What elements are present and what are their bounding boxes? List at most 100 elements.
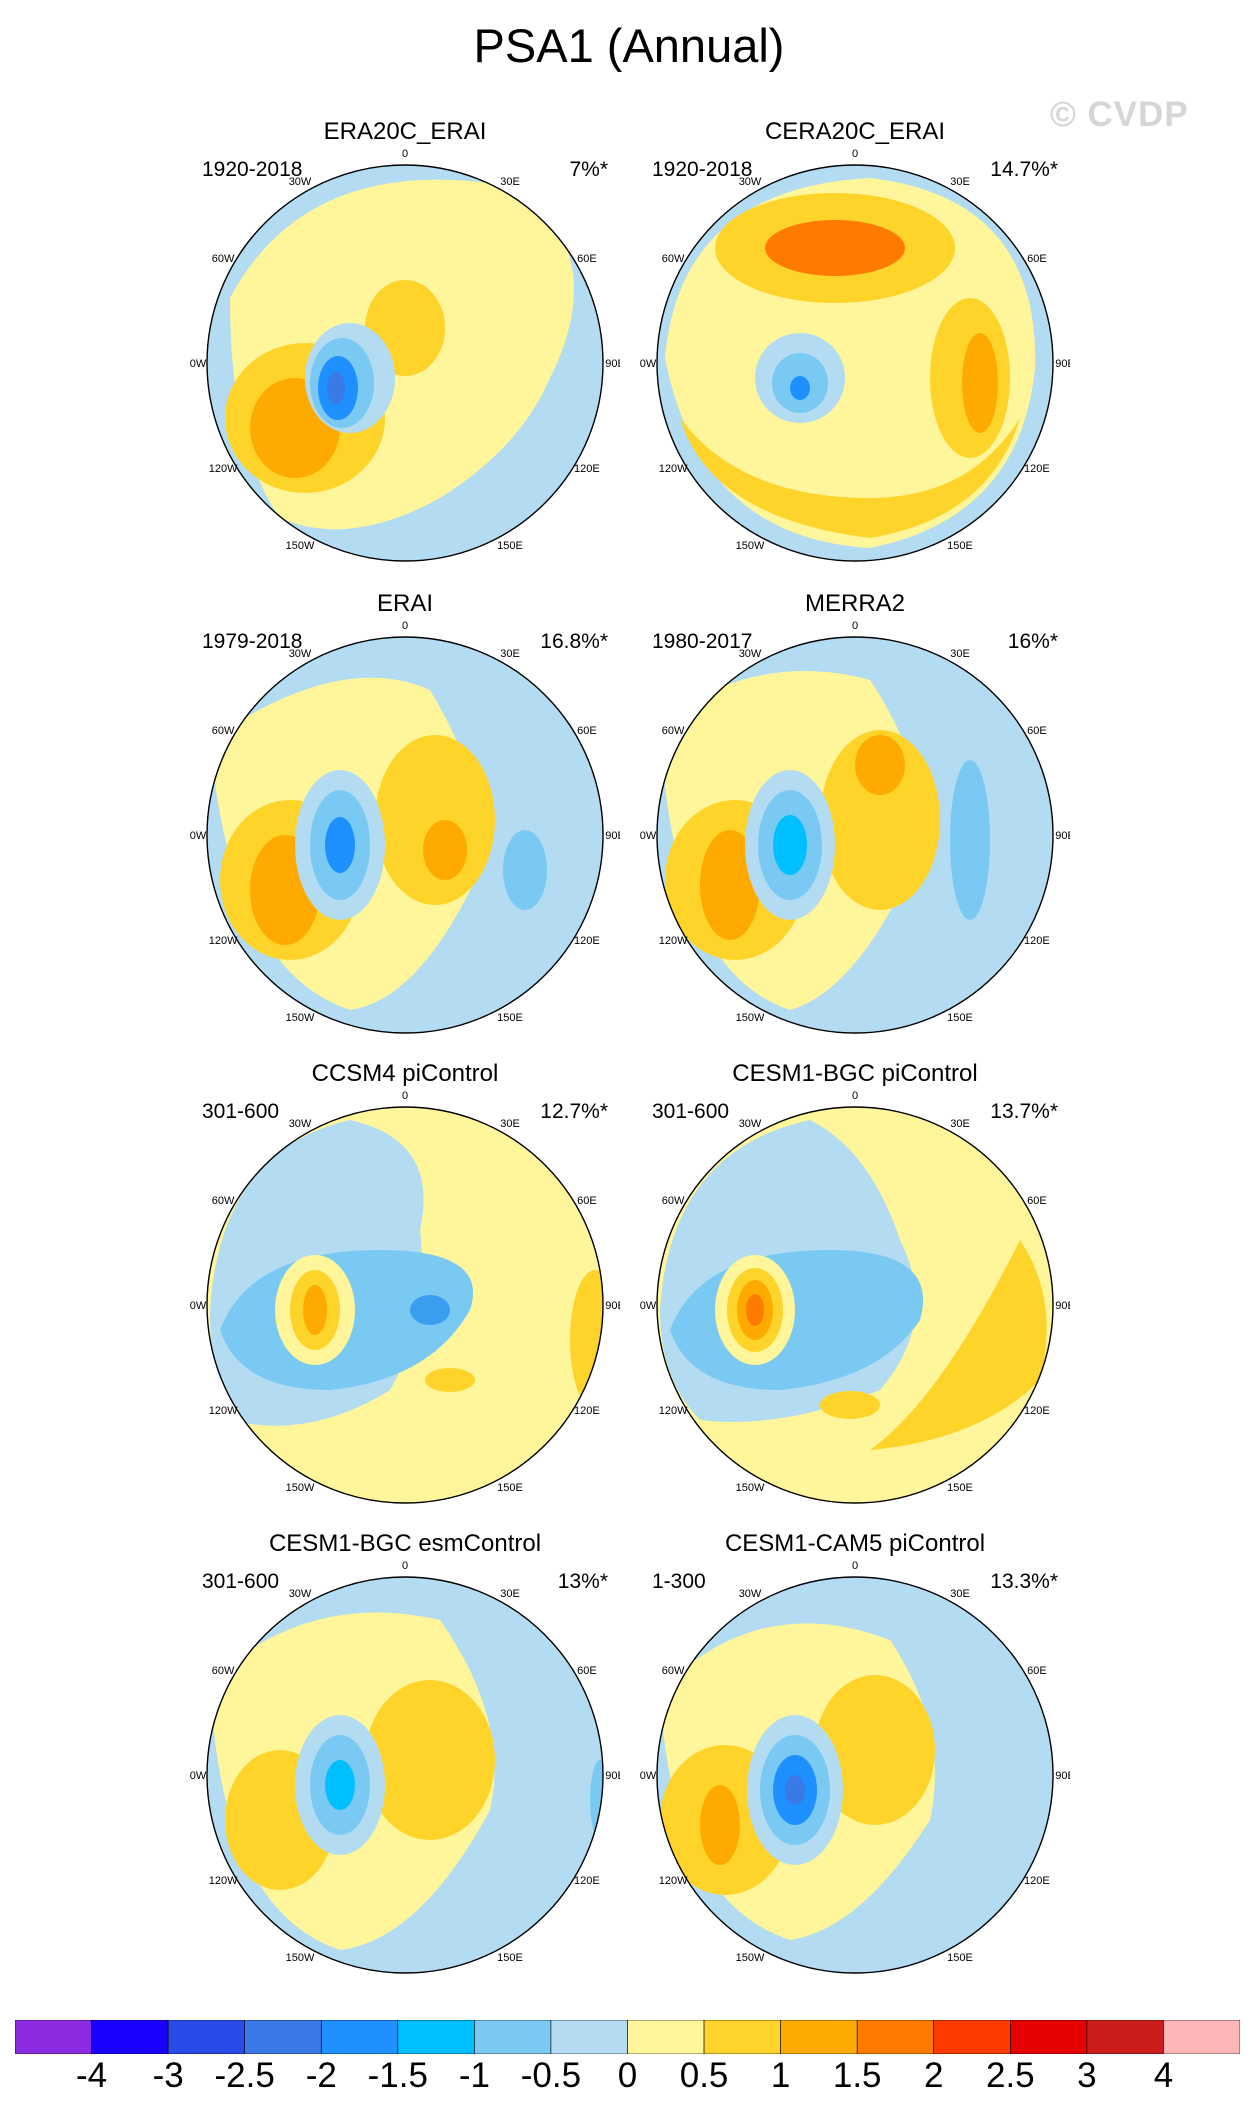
lon-label: 120E <box>574 1405 600 1417</box>
lon-label: 120W <box>659 1875 688 1887</box>
lon-label: 30E <box>500 176 520 188</box>
lon-label: 30W <box>289 176 312 188</box>
panel-variance: 7%* <box>569 158 608 181</box>
lon-label: 90E <box>1055 1300 1070 1312</box>
lon-label: 30E <box>500 648 520 660</box>
panel-variance: 13%* <box>557 1570 608 1593</box>
lon-label: 150E <box>497 1012 523 1024</box>
panel-title: CESM1-CAM5 piControl <box>724 1530 986 1557</box>
lon-label: 30E <box>950 1118 970 1130</box>
contour-field <box>207 637 603 1033</box>
lon-label: 0 <box>402 1560 408 1572</box>
lon-label: 150W <box>286 1012 315 1024</box>
lon-label: 90W <box>640 1770 657 1782</box>
lon-label: 120E <box>574 463 600 475</box>
panel-title: ERA20C_ERAI <box>323 118 487 145</box>
lon-label: 150E <box>497 540 523 552</box>
panel-period: 301-600 <box>652 1100 730 1123</box>
lon-label: 150E <box>947 1482 973 1494</box>
lon-label: 30E <box>500 1588 520 1600</box>
lon-label: 90E <box>1055 358 1070 370</box>
colorbar-swatch <box>474 2020 552 2054</box>
contour-field <box>207 165 603 561</box>
lon-label: 60W <box>212 1665 235 1677</box>
lon-label: 120W <box>659 1405 688 1417</box>
lon-label: 60E <box>577 253 597 265</box>
panel-variance: 14.7%* <box>990 158 1058 181</box>
colorbar-swatch <box>1086 2020 1164 2054</box>
lon-label: 120E <box>1024 935 1050 947</box>
lon-label: 60W <box>212 1195 235 1207</box>
panel-title: MERRA2 <box>804 590 906 617</box>
lon-label: 120W <box>659 463 688 475</box>
lon-label: 120W <box>209 463 238 475</box>
lon-label: 90W <box>190 1770 207 1782</box>
colorbar-swatch <box>856 2020 935 2054</box>
panel-period: 1920-2018 <box>202 158 303 181</box>
colorbar-swatch <box>933 2020 1011 2054</box>
lon-label: 60E <box>1027 1665 1047 1677</box>
panel-title: CERA20C_ERAI <box>764 118 946 145</box>
colorbar-tick-label: 1.5 <box>832 2056 882 2095</box>
colorbar-swatch <box>167 2020 245 2054</box>
lon-label: 30W <box>289 648 312 660</box>
lon-label: 30W <box>739 176 762 188</box>
lon-label: 150E <box>497 1952 523 1964</box>
lon-label: 60W <box>662 1195 685 1207</box>
lon-label: 90W <box>190 1300 207 1312</box>
colorbar-tick-label: -4 <box>76 2056 108 2095</box>
lon-label: 60W <box>662 1665 685 1677</box>
lon-label: 60E <box>1027 725 1047 737</box>
panel-variance: 12.7%* <box>540 1100 608 1123</box>
lon-label: 90E <box>605 1300 620 1312</box>
lon-label: 60E <box>577 725 597 737</box>
lon-label: 30E <box>500 1118 520 1130</box>
colorbar-tick-label: -2 <box>305 2056 337 2095</box>
panel-title: CESM1-BGC esmControl <box>268 1530 542 1557</box>
polar-map: 030E60E90E120E150E180150W120W90W60W30W <box>190 148 620 562</box>
lon-label: 120E <box>574 935 600 947</box>
contour-field <box>657 1577 1053 1973</box>
lon-label: 0 <box>402 1090 408 1102</box>
panel-variance: 16%* <box>1007 630 1058 653</box>
lon-label: 120W <box>659 935 688 947</box>
contour-field <box>207 1577 603 1973</box>
panel-variance: 13.3%* <box>990 1570 1058 1593</box>
lon-label: 90E <box>1055 830 1070 842</box>
lon-label: 150E <box>947 1952 973 1964</box>
colorbar <box>15 2020 1240 2054</box>
map-panel: CCSM4 piControl 301-600 12.7%* 0 30E 60E 90… <box>190 1060 620 1510</box>
lon-label: 120E <box>574 1875 600 1887</box>
lon-label: 150W <box>286 1482 315 1494</box>
colorbar-swatch <box>1010 2020 1088 2054</box>
colorbar-tick-label: 2 <box>924 2056 944 2095</box>
contour-field <box>657 637 1053 1033</box>
lon-label: 0 <box>852 620 858 632</box>
colorbar-tick-label: -2.5 <box>214 2056 275 2095</box>
lon-label: 30W <box>739 1118 762 1130</box>
lon-label: 150W <box>736 1482 765 1494</box>
colorbar-tick-label: 2.5 <box>985 2056 1035 2095</box>
lon-label: 30E <box>950 1588 970 1600</box>
lon-label: 0 <box>852 148 858 160</box>
panel-title: ERAI <box>376 590 433 617</box>
colorbar-swatch <box>1163 2020 1240 2054</box>
colorbar-swatch <box>91 2020 169 2054</box>
contour-field <box>657 165 1053 561</box>
colorbar-tick-label: -3 <box>152 2056 184 2095</box>
panel-title: CCSM4 piControl <box>311 1060 499 1087</box>
lon-label: 60W <box>212 253 235 265</box>
polar-map: 030E60E90E120E150E180150W120W90W60W30W <box>640 148 1070 562</box>
watermark-text: © CVDP <box>1050 95 1189 134</box>
figure-title: PSA1 (Annual) <box>473 19 785 72</box>
colorbar-swatch <box>244 2020 322 2054</box>
lon-label: 90E <box>605 358 620 370</box>
map-panel: MERRA2 1980-2017 16%* 0 30E 60E 90E 120E 150E… <box>640 590 1070 1040</box>
lon-label: 90W <box>640 830 657 842</box>
lon-label: 0 <box>852 1090 858 1102</box>
lon-label: 90E <box>605 1770 620 1782</box>
colorbar-tick-label: 0 <box>617 2056 638 2095</box>
panel-period: 1979-2018 <box>202 630 303 653</box>
lon-label: 150E <box>947 1012 973 1024</box>
lon-label: 150E <box>497 1482 523 1494</box>
